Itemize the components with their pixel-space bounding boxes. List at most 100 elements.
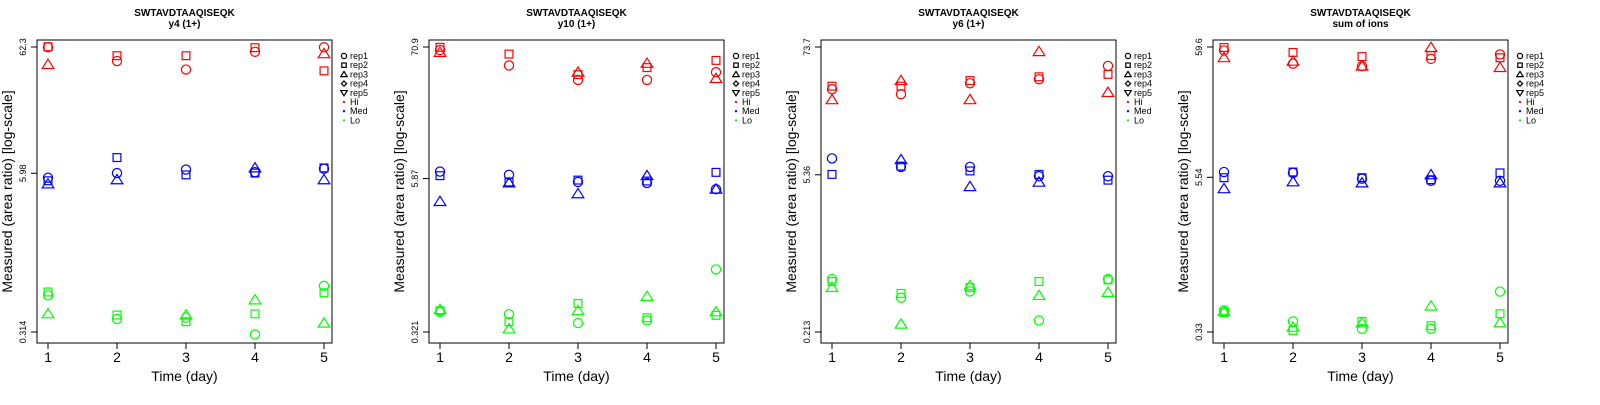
legend-label-med: Med xyxy=(1526,106,1544,116)
legend-label-rep1: rep1 xyxy=(1134,51,1152,61)
legend-label-hi: Hi xyxy=(742,97,751,107)
legend-marker-rep4 xyxy=(340,80,348,88)
legend-marker-rep2 xyxy=(341,62,347,69)
data-point-lo xyxy=(895,292,907,303)
legend-marker-rep5 xyxy=(1515,89,1525,97)
data-point-med xyxy=(503,169,515,181)
legend-label-rep1: rep1 xyxy=(1526,51,1544,61)
data-point-med xyxy=(640,169,654,181)
data-point-lo xyxy=(894,317,908,329)
data-point-hi xyxy=(319,66,329,76)
legend-marker-hi xyxy=(734,100,738,104)
data-point-med xyxy=(502,176,516,188)
data-point-lo xyxy=(1032,289,1046,301)
data-point-med xyxy=(1218,166,1230,178)
data-point-lo xyxy=(571,304,585,316)
y-axis-label: Measured (area ratio) [log-scale] xyxy=(1175,90,1191,292)
data-point-hi xyxy=(433,45,447,57)
legend-marker-med xyxy=(1126,110,1130,113)
x-tick-label: 2 xyxy=(1289,349,1297,365)
data-point-hi xyxy=(1493,61,1507,73)
data-point-lo xyxy=(1034,277,1044,287)
legend-label-lo: Lo xyxy=(1134,115,1144,125)
data-point-hi xyxy=(711,55,721,65)
data-point-lo xyxy=(248,293,262,305)
x-tick-label: 4 xyxy=(1035,349,1043,365)
data-point-med xyxy=(572,176,584,188)
x-tick-label: 3 xyxy=(574,349,582,365)
chart-subtitle: y4 (1+) xyxy=(169,19,201,30)
data-point-med xyxy=(435,171,445,181)
x-tick-label: 4 xyxy=(1427,349,1435,365)
x-tick-label: 5 xyxy=(1496,349,1504,365)
data-point-lo xyxy=(710,264,722,275)
data-point-med xyxy=(110,173,124,185)
legend-marker-rep3 xyxy=(731,70,741,78)
data-point-hi xyxy=(1101,86,1115,98)
legend-marker-lo xyxy=(734,119,738,122)
legend-marker-lo xyxy=(1518,119,1522,122)
data-point-med xyxy=(573,175,583,185)
data-point-lo xyxy=(709,305,723,317)
legend-marker-rep2 xyxy=(1125,62,1131,69)
y-tick-label: 0.314 xyxy=(18,321,28,344)
data-point-hi xyxy=(503,60,515,71)
data-point-med xyxy=(1103,175,1113,185)
legend-label-rep2: rep2 xyxy=(1134,60,1152,70)
data-point-med xyxy=(827,169,837,179)
data-point-lo xyxy=(41,307,55,319)
legend-marker-rep1 xyxy=(340,52,348,60)
data-point-hi xyxy=(435,42,445,52)
data-point-hi xyxy=(1103,69,1113,79)
data-point-hi xyxy=(895,88,907,100)
data-point-lo xyxy=(1033,315,1045,326)
y-axis-label: Measured (area ratio) [log-scale] xyxy=(391,90,407,292)
data-point-hi xyxy=(963,93,977,105)
legend-marker-rep3 xyxy=(339,70,349,78)
data-point-hi xyxy=(825,93,839,105)
data-point-hi xyxy=(572,74,584,86)
data-point-lo xyxy=(826,273,838,285)
legend-marker-med xyxy=(1518,110,1522,113)
data-point-med xyxy=(1493,176,1507,188)
data-point-hi xyxy=(434,44,446,56)
legend-marker-rep3 xyxy=(1515,70,1525,78)
data-point-med xyxy=(319,163,329,173)
legend-marker-rep4 xyxy=(1516,80,1524,88)
data-point-hi xyxy=(965,76,975,86)
legend-label-rep2: rep2 xyxy=(350,60,368,70)
legend-label-rep5: rep5 xyxy=(1526,88,1544,98)
legend-label-rep5: rep5 xyxy=(742,88,760,98)
data-point-med xyxy=(1355,176,1369,188)
data-point-lo xyxy=(641,315,653,326)
data-point-med xyxy=(248,161,262,173)
x-tick-label: 3 xyxy=(1358,349,1366,365)
data-point-hi xyxy=(709,72,723,84)
legend-marker-rep5 xyxy=(731,89,741,97)
data-point-hi xyxy=(964,78,976,89)
data-point-lo xyxy=(502,322,516,334)
legend-label-rep3: rep3 xyxy=(350,69,368,79)
y-tick-label: 62.3 xyxy=(18,38,28,56)
data-point-med xyxy=(965,166,975,176)
data-point-lo xyxy=(318,280,330,292)
x-axis-label: Time (day) xyxy=(1327,368,1393,384)
legend-marker-hi xyxy=(342,100,346,104)
chart-title: SWTAVDTAAQISEQK xyxy=(918,8,1019,19)
legend-marker-lo xyxy=(342,119,346,122)
chart-subtitle: y6 (1+) xyxy=(953,19,985,30)
data-point-hi xyxy=(112,51,122,61)
y-axis-label: Measured (area ratio) [log-scale] xyxy=(783,90,799,292)
data-point-lo xyxy=(1424,299,1438,311)
data-point-med xyxy=(1102,171,1114,182)
data-point-hi xyxy=(1102,60,1114,72)
data-point-lo xyxy=(504,317,514,327)
legend-marker-lo xyxy=(1126,119,1130,122)
data-point-lo xyxy=(1217,305,1231,317)
y-axis-label: Measured (area ratio) [log-scale] xyxy=(0,90,15,292)
data-point-lo xyxy=(896,288,906,298)
data-point-med xyxy=(709,182,723,194)
